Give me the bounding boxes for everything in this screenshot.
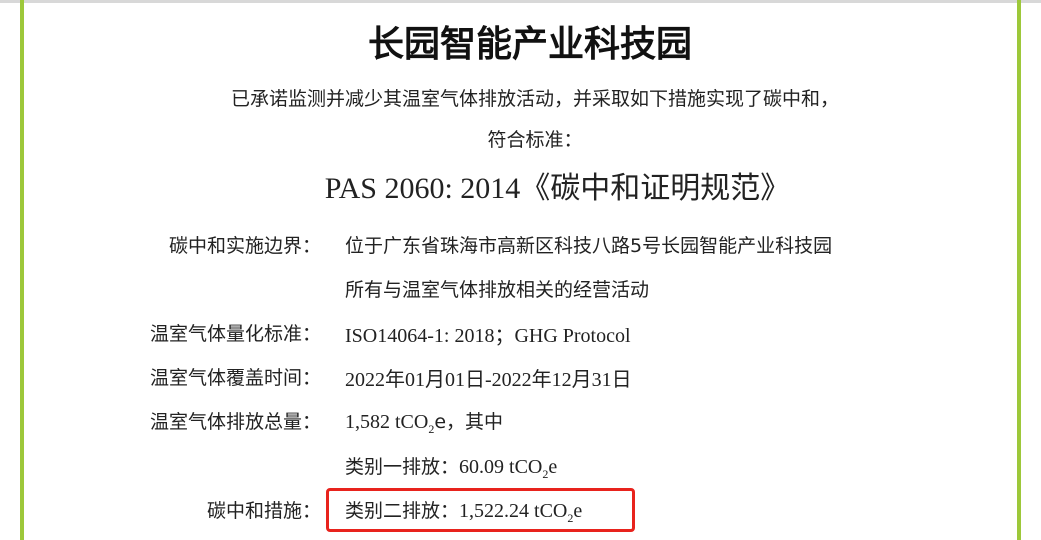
right-green-border xyxy=(1017,0,1021,540)
total-label: 温室气体排放总量： xyxy=(149,411,321,433)
left-green-border xyxy=(20,0,24,540)
category1-value: 类别一排放：60.09 tCO2e xyxy=(345,452,557,482)
subscript: 2 xyxy=(542,467,549,481)
category2-label: 类别二排放： xyxy=(345,500,460,522)
standard-name: PAS 2060: 2014《碳中和证明规范》 xyxy=(324,172,791,205)
certificate-title: 长园智能产业科技园 xyxy=(367,24,692,65)
total-value: 1,582 tCO2e，其中 xyxy=(345,407,503,437)
period-label: 温室气体覆盖时间： xyxy=(149,367,321,389)
total-tail: e，其中 xyxy=(434,411,504,433)
intro-line-1: 已承诺监测并减少其温室气体排放活动，并采取如下措施实现了碳中和， xyxy=(230,88,839,110)
subscript: 2 xyxy=(567,511,574,525)
period-value: 2022年01月01日-2022年12月31日 xyxy=(345,369,632,391)
category2-value: 类别二排放：1,522.24 tCO2e xyxy=(345,496,582,526)
category2-num: 1,522.24 tCO xyxy=(459,500,568,522)
measures-label: 碳中和措施： xyxy=(206,500,321,522)
boundary-value-2: 所有与温室气体排放相关的经营活动 xyxy=(345,279,650,301)
quant-standard-value: ISO14064-1: 2018；GHG Protocol xyxy=(345,325,631,347)
total-num: 1,582 tCO xyxy=(345,411,429,433)
boundary-value: 位于广东省珠海市高新区科技八路5号长园智能产业科技园 xyxy=(345,235,833,257)
category1-label: 类别一排放： xyxy=(345,456,460,478)
subscript: 2 xyxy=(428,422,435,436)
unit-tail: e xyxy=(573,500,583,522)
unit-tail: e xyxy=(548,456,558,478)
top-divider xyxy=(0,0,1041,3)
boundary-label: 碳中和实施边界： xyxy=(168,235,321,257)
quant-standard-label: 温室气体量化标准： xyxy=(149,323,321,345)
red-highlight-box xyxy=(326,488,635,532)
intro-line-2: 符合标准： xyxy=(487,129,583,151)
category1-num: 60.09 tCO xyxy=(459,456,543,478)
